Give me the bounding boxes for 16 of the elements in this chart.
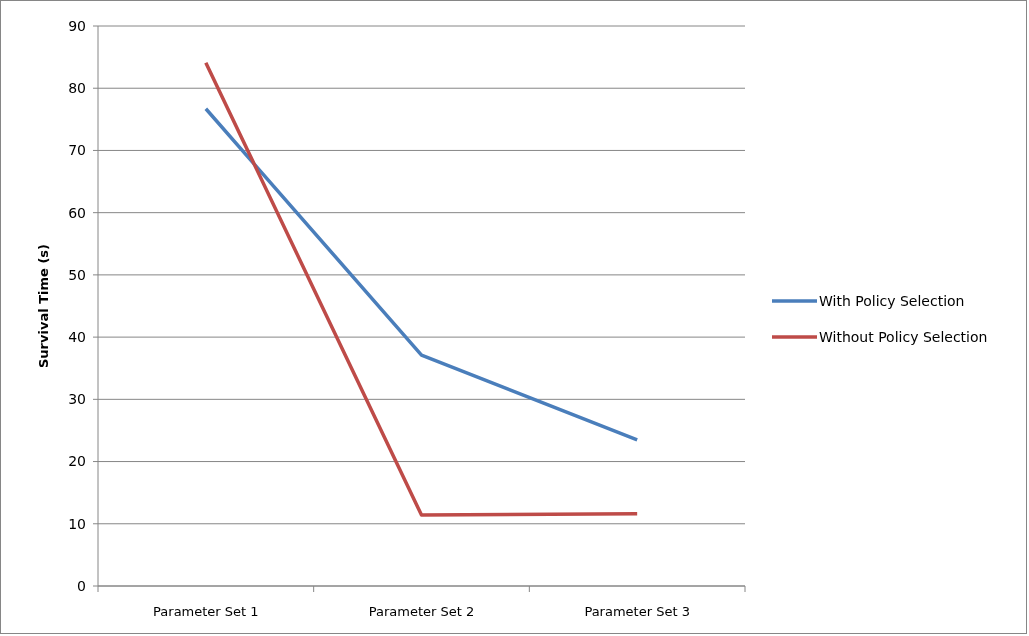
y-tick-label: 60 bbox=[68, 204, 86, 221]
y-tick-label: 0 bbox=[77, 577, 86, 594]
x-tick-label: Parameter Set 1 bbox=[153, 604, 259, 619]
y-tick-label: 80 bbox=[68, 80, 86, 97]
y-tick-label: 40 bbox=[68, 329, 86, 346]
x-tick-label: Parameter Set 3 bbox=[584, 604, 690, 619]
y-tick-label: 30 bbox=[68, 391, 86, 408]
y-tick-label: 10 bbox=[68, 515, 86, 532]
y-tick-label: 20 bbox=[68, 453, 86, 470]
y-tick-label: 50 bbox=[68, 266, 86, 283]
x-tick-label: Parameter Set 2 bbox=[368, 604, 475, 619]
y-axis-title: Survival Time (s) bbox=[36, 243, 51, 369]
y-tick-label: 90 bbox=[68, 17, 86, 34]
legend-label: With Policy Selection bbox=[819, 292, 965, 309]
y-tick-label: 70 bbox=[68, 142, 86, 159]
legend-label: Without Policy Selection bbox=[819, 328, 988, 345]
